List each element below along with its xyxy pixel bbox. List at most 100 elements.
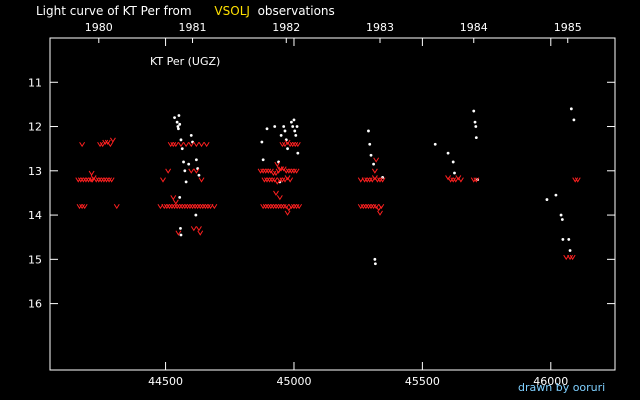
plot-axes xyxy=(49,37,616,371)
year-tick-label: 1982 xyxy=(272,21,300,34)
observation-point xyxy=(567,238,571,241)
fainter-than-mark xyxy=(270,203,277,210)
fainter-than-mark xyxy=(262,168,269,174)
fainter-than-mark xyxy=(285,168,292,174)
fainter-than-mark xyxy=(260,203,267,210)
plot-labels: 44500 45000 45500 46000 11 12 13 14 15 16 1980 1981… xyxy=(28,21,582,388)
x-tick-label: 45000 xyxy=(276,375,311,388)
observation-point xyxy=(559,213,563,217)
fainter-than-mark xyxy=(450,177,457,183)
observation-point xyxy=(560,218,564,221)
fainter-than-mark xyxy=(378,203,385,210)
fainter-than-mark xyxy=(170,141,177,148)
fainter-than-mark xyxy=(88,170,95,176)
fainter-than-mark xyxy=(89,177,96,183)
year-tick-label: 1981 xyxy=(179,21,207,34)
fainter-than-mark xyxy=(374,177,381,183)
fainter-than-mark xyxy=(80,177,87,183)
fainter-than-mark xyxy=(101,177,107,183)
fainter-than-mark xyxy=(172,141,179,148)
observation-point xyxy=(569,107,573,111)
fainter-than-mark xyxy=(187,203,193,210)
fainter-than-mark xyxy=(102,139,109,145)
observation-point xyxy=(473,120,477,124)
fainter-than-mark xyxy=(188,168,195,174)
fainter-than-mark xyxy=(205,203,211,210)
fainter-than-mark xyxy=(193,168,200,174)
fainter-than-mark xyxy=(167,141,174,148)
title-database: VSOLJ xyxy=(214,4,250,18)
year-tick-label: 1984 xyxy=(460,21,488,34)
observation-point xyxy=(187,162,191,166)
fainter-than-mark xyxy=(161,203,168,210)
fainter-than-mark xyxy=(288,168,295,174)
fainter-than-mark xyxy=(294,141,301,148)
fainter-than-mark xyxy=(264,177,270,183)
fainter-than-mark xyxy=(275,203,282,210)
fainter-than-mark xyxy=(373,157,380,163)
fainter-than-mark xyxy=(166,203,173,210)
fainter-than-mark xyxy=(198,141,205,148)
fainter-than-mark xyxy=(257,168,264,174)
observation-point xyxy=(261,158,265,162)
fainter-than-mark xyxy=(199,203,206,210)
fainter-than-mark xyxy=(276,195,283,201)
fainter-than-mark xyxy=(197,230,204,236)
fainter-than-mark xyxy=(273,203,279,210)
fainter-than-mark xyxy=(375,206,382,212)
fainter-than-mark xyxy=(278,203,285,210)
fainter-than-mark xyxy=(79,141,86,148)
observation-point xyxy=(554,193,558,197)
observation-point xyxy=(177,114,181,117)
observation-point xyxy=(173,116,176,120)
fainter-than-mark xyxy=(569,254,576,261)
observation-point xyxy=(572,118,576,122)
fainter-than-mark xyxy=(265,203,272,210)
observation-point xyxy=(179,138,183,142)
fainter-than-mark xyxy=(364,177,371,183)
plot-frame xyxy=(49,37,616,371)
fainter-than-mark xyxy=(269,177,276,183)
fainter-than-mark xyxy=(574,177,581,183)
year-tick-label: 1980 xyxy=(85,21,113,34)
fainter-than-mark xyxy=(452,177,459,183)
fainter-than-mark xyxy=(271,177,278,183)
fainter-than-mark xyxy=(262,203,269,210)
observation-point xyxy=(451,160,455,164)
fainter-than-mark xyxy=(373,203,380,210)
observation-point xyxy=(283,129,287,133)
plot-marks xyxy=(75,107,581,266)
fainter-than-mark xyxy=(287,141,294,148)
fainter-than-mark xyxy=(278,166,285,172)
y-tick-label: 14 xyxy=(28,209,42,222)
fainter-than-mark xyxy=(370,203,377,210)
fainter-than-mark xyxy=(183,141,190,148)
observation-point xyxy=(194,213,198,217)
y-tick-label: 11 xyxy=(28,76,42,89)
title-prefix: Light curve of KT Per from xyxy=(36,4,192,18)
fainter-than-mark xyxy=(365,203,372,210)
fainter-than-mark xyxy=(377,210,383,216)
fainter-than-mark xyxy=(83,177,89,183)
fainter-than-mark xyxy=(470,177,477,183)
fainter-than-mark xyxy=(107,141,114,148)
observation-point xyxy=(282,125,286,128)
fainter-than-mark xyxy=(211,203,218,210)
fainter-than-mark xyxy=(276,166,283,172)
fainter-than-mark xyxy=(279,141,286,148)
observation-point xyxy=(369,153,373,157)
fainter-than-mark xyxy=(368,203,374,210)
fainter-than-mark xyxy=(181,203,188,210)
observation-point xyxy=(368,142,372,146)
fainter-than-mark xyxy=(98,177,105,183)
y-tick-label: 13 xyxy=(28,165,42,178)
fainter-than-mark xyxy=(163,203,170,210)
fainter-than-mark xyxy=(175,230,182,236)
fainter-than-mark xyxy=(455,175,462,181)
year-tick-label: 1985 xyxy=(554,21,582,34)
fainter-than-mark xyxy=(283,168,290,174)
fainter-than-mark xyxy=(77,177,84,183)
observation-point xyxy=(265,127,269,131)
fainter-than-mark xyxy=(265,168,272,174)
fainter-than-mark xyxy=(291,203,297,210)
